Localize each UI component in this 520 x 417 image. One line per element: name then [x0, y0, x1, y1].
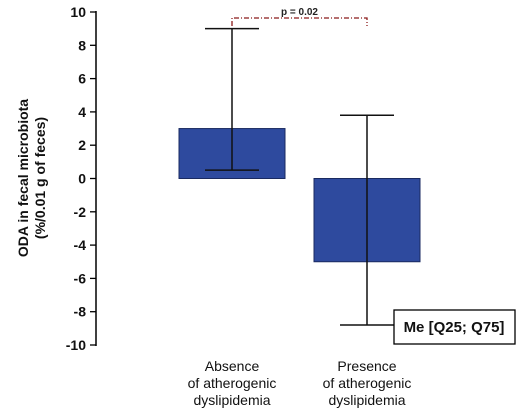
- category-label: of atherogenic: [188, 375, 277, 391]
- legend-box: [393, 309, 516, 345]
- y-tick-label: 10: [70, 4, 86, 20]
- legend-text: Me [Q25; Q75]: [404, 319, 505, 336]
- legend: Me [Q25; Q75]: [393, 309, 516, 345]
- y-tick-label: 6: [78, 71, 86, 87]
- y-tick-label: 0: [78, 171, 86, 187]
- category-label: dyslipidemia: [328, 392, 405, 408]
- y-tick-label: -10: [66, 337, 86, 353]
- category-label: Absence: [205, 358, 260, 374]
- significance-annotation: p = 0.02: [231, 7, 368, 26]
- y-tick-label: 8: [78, 37, 86, 53]
- y-axis-title-line: (%/0.01 g of feces): [32, 117, 48, 239]
- y-tick-label: -4: [74, 237, 87, 253]
- significance-label: p = 0.02: [281, 7, 318, 18]
- y-tick-label: 2: [78, 137, 86, 153]
- error-bars: [205, 27, 394, 326]
- y-tick-label: -2: [74, 204, 87, 220]
- bars: [178, 128, 421, 263]
- y-tick-label: -8: [74, 304, 87, 320]
- y-axis: 10 8 6 4 2 0 -2 -4 -6 -8 -10: [66, 4, 97, 353]
- category-label: dyslipidemia: [193, 392, 270, 408]
- y-axis-title: ODA in fecal microbiota (%/0.01 g of fece…: [15, 99, 48, 257]
- y-axis-title-line: ODA in fecal microbiota: [15, 99, 31, 257]
- y-axis-title-group: ODA in fecal microbiota (%/0.01 g of fece…: [15, 99, 48, 257]
- significance-bracket: [231, 17, 368, 26]
- y-tick-label: 4: [78, 104, 86, 120]
- category-label: of atherogenic: [323, 375, 412, 391]
- category-label: Presence: [337, 358, 396, 374]
- y-tick-label: -6: [74, 270, 87, 286]
